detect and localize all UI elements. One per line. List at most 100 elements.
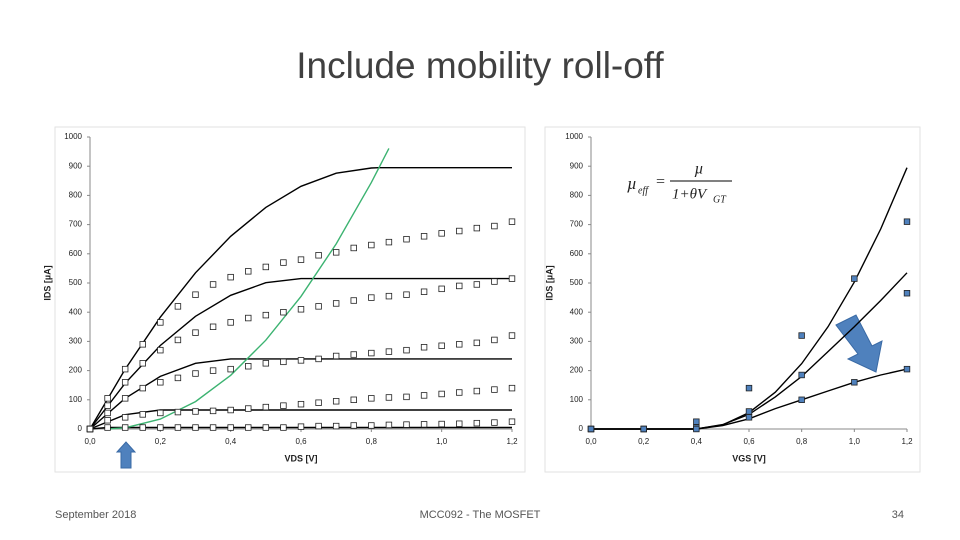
data-point xyxy=(473,387,481,395)
data-point xyxy=(456,341,463,348)
data-point xyxy=(157,319,164,326)
data-point xyxy=(438,390,445,398)
data-point xyxy=(245,268,252,275)
data-point xyxy=(332,249,340,256)
data-point xyxy=(209,367,217,374)
y-tick-label: 800 xyxy=(69,191,83,200)
data-point xyxy=(903,365,911,373)
x-tick-label: 0,4 xyxy=(691,437,703,446)
data-point xyxy=(420,288,428,295)
data-point xyxy=(403,346,410,354)
y-tick-label: 1000 xyxy=(64,132,82,141)
arrow-up xyxy=(115,441,137,469)
data-point xyxy=(332,352,340,360)
data-point xyxy=(798,396,805,403)
y-tick-label: 0 xyxy=(579,424,584,433)
data-point xyxy=(139,360,146,367)
data-point xyxy=(297,357,305,364)
data-point xyxy=(262,311,270,319)
y-tick-label: 700 xyxy=(69,220,83,229)
data-point xyxy=(280,358,287,366)
data-point xyxy=(315,303,322,310)
data-point xyxy=(139,411,146,418)
data-point xyxy=(245,314,252,322)
data-point xyxy=(157,346,164,354)
data-point xyxy=(368,395,375,402)
data-point xyxy=(473,224,481,232)
data-point xyxy=(491,386,498,393)
data-point xyxy=(350,351,357,358)
x-tick-label: 0,2 xyxy=(155,437,167,446)
y-tick-label: 100 xyxy=(69,395,83,404)
data-point xyxy=(209,407,217,415)
data-point xyxy=(403,235,410,243)
data-point xyxy=(350,422,357,429)
data-point xyxy=(227,424,234,431)
y-tick-label: 900 xyxy=(570,161,584,170)
data-point xyxy=(280,308,287,316)
data-point xyxy=(297,306,305,313)
data-point xyxy=(209,424,217,431)
x-tick-label: 0,6 xyxy=(295,437,307,446)
data-point xyxy=(192,291,199,298)
data-point xyxy=(297,256,305,263)
y-tick-label: 600 xyxy=(570,249,584,258)
data-point xyxy=(385,421,393,429)
data-point xyxy=(420,421,428,428)
data-point xyxy=(368,422,375,429)
data-point xyxy=(262,424,270,431)
data-point xyxy=(456,389,463,396)
chart: 0 100 200 300 400 500 600 700 800 900 1000 0,0 0,2 0,… xyxy=(42,132,518,463)
data-point xyxy=(420,233,428,240)
y-tick-label: 1000 xyxy=(565,132,583,141)
data-point xyxy=(227,406,234,414)
data-point xyxy=(157,409,164,417)
data-point xyxy=(315,355,322,363)
data-point xyxy=(209,281,217,288)
data-point xyxy=(332,300,340,307)
data-point xyxy=(491,419,498,426)
x-tick-label: 0,8 xyxy=(796,437,808,446)
data-point xyxy=(280,424,287,431)
data-point xyxy=(280,259,287,266)
data-point xyxy=(192,424,199,431)
data-point xyxy=(245,405,252,412)
data-point xyxy=(174,303,182,310)
y-axis-title: IDS [µA] xyxy=(42,265,52,300)
y-tick-label: 200 xyxy=(69,366,83,375)
data-point xyxy=(438,285,445,293)
data-point xyxy=(139,424,146,431)
data-point xyxy=(640,425,647,433)
formula-den-sub: GT xyxy=(713,194,727,205)
data-point xyxy=(245,424,252,431)
data-point xyxy=(297,423,305,430)
data-point xyxy=(174,374,182,382)
formula: µ eff = µ 1+θV GT xyxy=(627,161,732,205)
arrow-down xyxy=(835,314,883,373)
data-point xyxy=(157,379,164,386)
data-point xyxy=(456,420,463,427)
x-tick-label: 0,0 xyxy=(84,437,96,446)
data-point xyxy=(491,222,498,230)
data-point xyxy=(368,241,375,249)
data-point xyxy=(798,332,805,339)
data-point xyxy=(280,402,287,409)
data-point xyxy=(104,395,111,402)
series-line xyxy=(89,358,512,430)
footer-date: September 2018 xyxy=(55,509,136,521)
data-point xyxy=(104,402,111,409)
data-point xyxy=(104,417,111,424)
data-point xyxy=(368,349,375,357)
data-point xyxy=(473,419,481,427)
formula-eq: = xyxy=(656,174,665,191)
data-point xyxy=(262,263,270,271)
data-point xyxy=(385,348,393,355)
data-point xyxy=(508,275,516,282)
data-point xyxy=(456,227,463,235)
x-tick-label: 0,4 xyxy=(225,437,237,446)
data-point xyxy=(174,424,182,431)
data-point xyxy=(851,379,858,386)
data-point xyxy=(438,342,445,349)
x-axis-title: VDS [V] xyxy=(284,453,317,463)
